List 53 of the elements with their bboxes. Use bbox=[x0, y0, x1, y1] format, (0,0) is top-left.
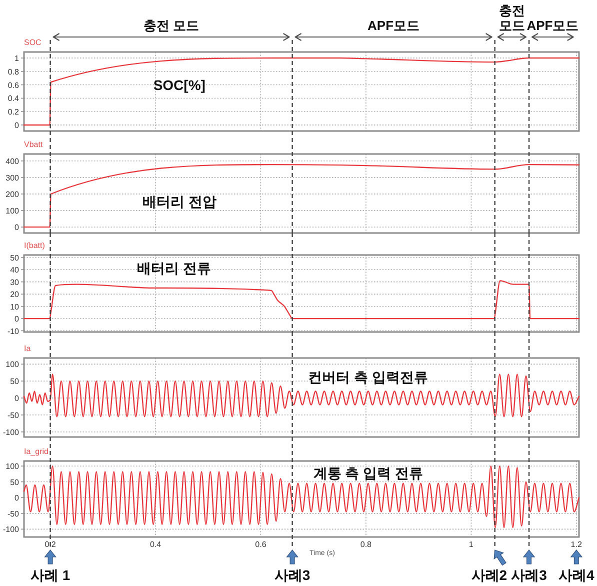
y-tick-label: 50 bbox=[10, 377, 20, 386]
y-tick-label: 0 bbox=[14, 394, 20, 404]
y-tick-label: -100 bbox=[2, 525, 20, 534]
y-tick-label: 400 bbox=[6, 156, 20, 166]
y-tick-label: 100 bbox=[6, 360, 20, 370]
annotation: 배터리 전류 bbox=[136, 260, 211, 276]
y-tick-label: 0.2 bbox=[8, 108, 20, 117]
y-tick-label: 0 bbox=[14, 223, 20, 232]
y-axis-title: Vbatt bbox=[24, 140, 44, 149]
y-tick-label: 100 bbox=[6, 206, 20, 216]
y-tick-label: -50 bbox=[7, 410, 20, 420]
annotation: 컨버터 측 입력전류 bbox=[308, 368, 428, 385]
y-tick-label: 0.4 bbox=[8, 94, 20, 104]
y-tick-label: 100 bbox=[6, 462, 20, 472]
text: 충전 모드 bbox=[498, 3, 525, 33]
y-tick-label: 50 bbox=[10, 478, 20, 487]
y-tick-label: 0 bbox=[14, 314, 20, 324]
x-tick-label: 1.2 bbox=[570, 540, 582, 549]
y-axis-title: I(batt) bbox=[24, 241, 46, 250]
text: 사례3 bbox=[274, 567, 310, 583]
annotation: SOC[%] bbox=[153, 77, 206, 94]
text: APF모드 bbox=[526, 18, 579, 33]
y-tick-label: -50 bbox=[7, 509, 20, 518]
text: 사례 1 bbox=[30, 567, 70, 583]
y-tick-label: 50 bbox=[10, 253, 20, 262]
y-tick-label: 300 bbox=[6, 173, 20, 182]
y-tick-label: -10 bbox=[7, 326, 20, 336]
y-tick-label: -100 bbox=[2, 428, 20, 437]
y-tick-label: 30 bbox=[10, 278, 20, 287]
y-tick-label: 1 bbox=[14, 54, 20, 64]
text: 사례2 bbox=[471, 567, 508, 583]
x-tick-label: 0.4 bbox=[150, 540, 162, 549]
y-axis-title: SOC bbox=[24, 38, 42, 47]
y-axis-title: Ia_grid bbox=[24, 447, 48, 456]
y-tick-label: 20 bbox=[10, 290, 20, 300]
y-tick-label: 0 bbox=[14, 120, 20, 130]
annotation: 배터리 전압 bbox=[142, 193, 216, 210]
y-tick-label: 0 bbox=[14, 494, 20, 503]
y-tick-label: 0.8 bbox=[8, 67, 20, 76]
y-tick-label: 0.6 bbox=[8, 80, 20, 90]
y-axis-title: Ia bbox=[24, 344, 32, 353]
x-tick-label: 0.8 bbox=[360, 540, 372, 549]
annotation: 계통 측 입력 전류 bbox=[313, 465, 423, 482]
y-tick-label: 200 bbox=[6, 190, 20, 199]
text: 사례3 bbox=[511, 567, 548, 583]
y-tick-label: 10 bbox=[10, 302, 20, 312]
text: APF모드 bbox=[368, 18, 420, 33]
y-tick-label: 40 bbox=[10, 266, 20, 275]
text: 충전 모드 bbox=[143, 18, 200, 33]
x-tick-label: 1 bbox=[468, 540, 474, 549]
x-tick-label: 0.6 bbox=[255, 540, 267, 549]
text: 사례4 bbox=[558, 567, 594, 583]
x-tick-label: 0.2 bbox=[44, 540, 56, 549]
